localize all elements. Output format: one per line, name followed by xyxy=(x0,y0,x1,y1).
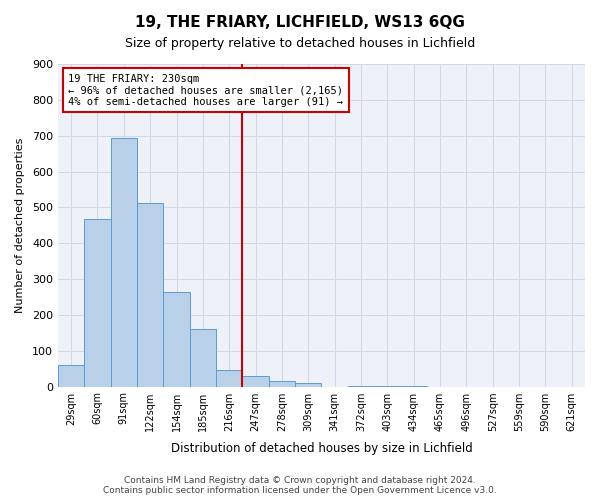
Text: Size of property relative to detached houses in Lichfield: Size of property relative to detached ho… xyxy=(125,38,475,51)
Bar xyxy=(84,219,110,386)
Bar xyxy=(163,292,190,386)
X-axis label: Distribution of detached houses by size in Lichfield: Distribution of detached houses by size … xyxy=(170,442,472,455)
Bar xyxy=(190,329,216,386)
Bar xyxy=(137,203,163,386)
Bar xyxy=(110,138,137,386)
Text: 19 THE FRIARY: 230sqm
← 96% of detached houses are smaller (2,165)
4% of semi-de: 19 THE FRIARY: 230sqm ← 96% of detached … xyxy=(68,74,343,107)
Y-axis label: Number of detached properties: Number of detached properties xyxy=(15,138,25,313)
Text: 19, THE FRIARY, LICHFIELD, WS13 6QG: 19, THE FRIARY, LICHFIELD, WS13 6QG xyxy=(135,15,465,30)
Bar xyxy=(269,381,295,386)
Bar xyxy=(216,370,242,386)
Bar xyxy=(295,382,322,386)
Bar xyxy=(58,365,84,386)
Bar xyxy=(242,376,269,386)
Text: Contains HM Land Registry data © Crown copyright and database right 2024.
Contai: Contains HM Land Registry data © Crown c… xyxy=(103,476,497,495)
